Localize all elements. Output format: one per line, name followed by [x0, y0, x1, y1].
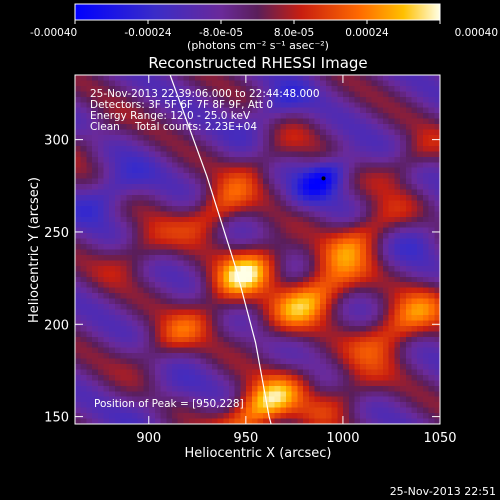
y-tick-label: 250: [44, 226, 69, 241]
heatmap-image: [75, 75, 440, 424]
energy-range-label: Energy Range: 12.0 - 25.0 keV: [90, 110, 251, 122]
chart-title: Reconstructed RHESSI Image: [148, 54, 367, 72]
y-tick-label: 200: [44, 318, 69, 333]
solar-limb-curve: [169, 75, 272, 424]
colorbar-tick-label: -8.0e-05: [199, 27, 243, 39]
x-tick-label: 1050: [423, 431, 456, 446]
x-axis-ticks: 900 950 1000 1050: [136, 75, 457, 446]
time-range-label: 25-Nov-2013 22:39:06.000 to 22:44:48.000: [90, 88, 320, 100]
y-tick-label: 150: [44, 411, 69, 426]
colorbar-unit-label: (photons cm⁻² s⁻¹ asec⁻²): [187, 39, 329, 52]
footer-timestamp: 25-Nov-2013 22:51: [390, 485, 496, 498]
colorbar-tick-label: 0.00024: [345, 27, 389, 39]
total-counts-label: Total counts: 2.23E+04: [134, 121, 257, 133]
detectors-label: Detectors: 3F 5F 6F 7F 8F 9F, Att 0: [90, 99, 273, 111]
plot-frame: [74, 74, 441, 425]
colorbar-tick-label: 8.0e-05: [274, 27, 314, 39]
x-tick-label: 900: [136, 431, 161, 446]
x-tick-label: 950: [233, 431, 258, 446]
colorbar-tick-label: -0.00040: [30, 27, 77, 39]
method-label: Clean: [90, 121, 120, 133]
peak-position-label: Position of Peak = [950,228]: [94, 398, 244, 410]
colorbar-tick-label: -0.00024: [124, 27, 172, 39]
colorbar: [74, 3, 441, 21]
x-axis-label: Heliocentric X (arcsec): [185, 446, 332, 461]
x-tick-label: 1000: [326, 431, 359, 446]
peak-marker: [321, 176, 326, 181]
colorbar-ticks: -0.00040 -0.00024 -8.0e-05 8.0e-05 0.00024 0.…: [30, 20, 498, 39]
y-tick-label: 300: [44, 134, 69, 149]
y-axis-ticks: 150 200 250 300: [44, 134, 440, 426]
colorbar-tick-label: 0.00040: [455, 27, 498, 39]
y-axis-label: Heliocentric Y (arcsec): [27, 177, 42, 323]
